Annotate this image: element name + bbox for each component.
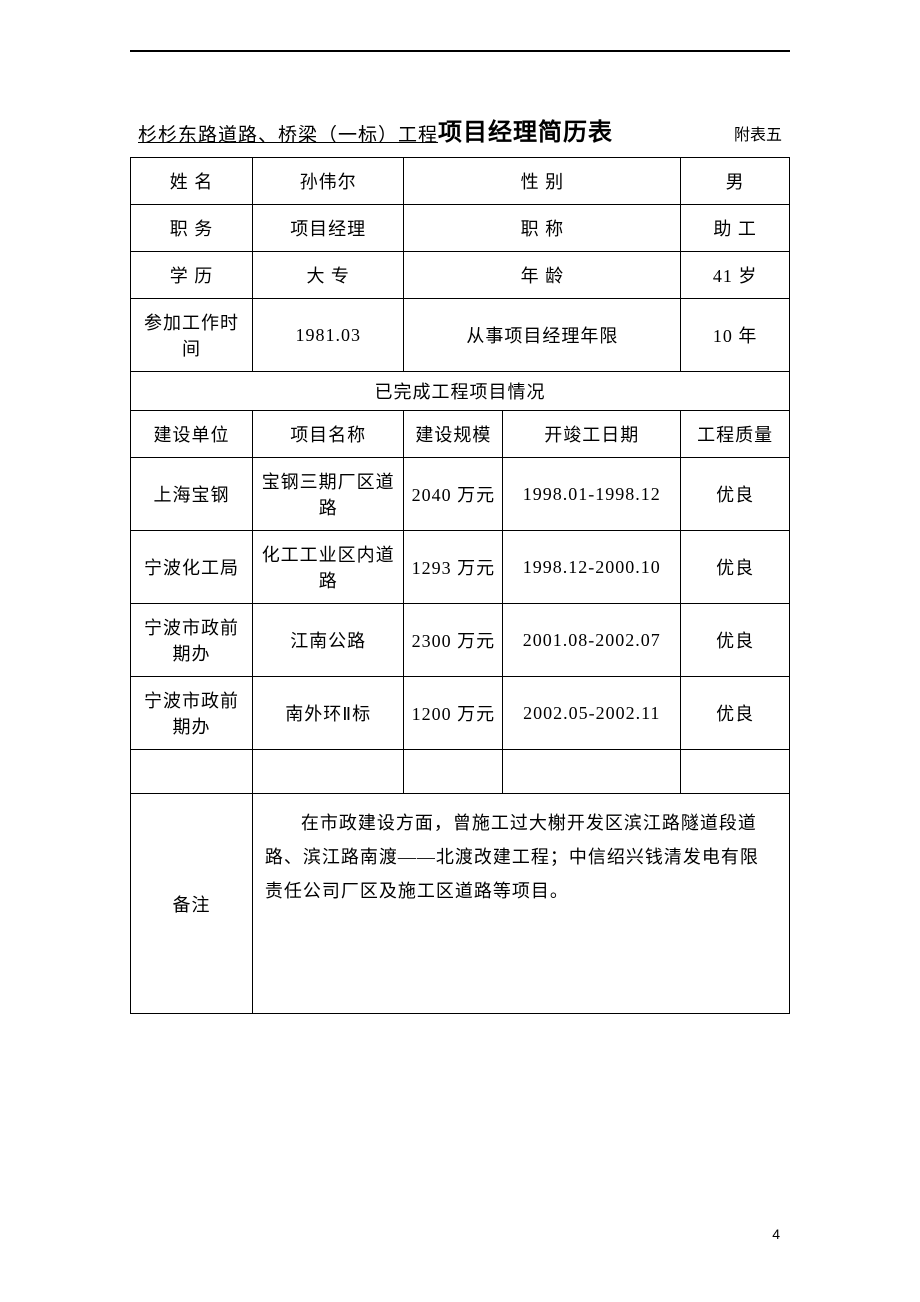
label-gender: 性 别 (404, 158, 681, 205)
empty-cell (503, 750, 681, 794)
label-notes: 备注 (131, 794, 253, 1014)
cell-scale: 1200 万元 (404, 677, 503, 750)
row-section-header: 已完成工程项目情况 (131, 372, 790, 411)
value-title: 助 工 (681, 205, 790, 252)
notes-row: 备注 在市政建设方面，曾施工过大榭开发区滨江路隧道段道路、滨江路南渡——北渡改建… (131, 794, 790, 1014)
empty-cell (681, 750, 790, 794)
title-row: 杉杉东路道路、桥梁（一标）工程 项目经理简历表 附表五 (130, 112, 790, 147)
col-scale: 建设规模 (404, 411, 503, 458)
row-education: 学 历 大 专 年 龄 41 岁 (131, 252, 790, 299)
resume-table: 姓 名 孙伟尔 性 别 男 职 务 项目经理 职 称 助 工 学 历 大 专 年… (130, 157, 790, 1014)
value-gender: 男 (681, 158, 790, 205)
value-workstart: 1981.03 (252, 299, 404, 372)
cell-owner: 上海宝钢 (131, 458, 253, 531)
col-quality: 工程质量 (681, 411, 790, 458)
cell-dates: 2001.08-2002.07 (503, 604, 681, 677)
cell-scale: 2300 万元 (404, 604, 503, 677)
cell-owner: 宁波化工局 (131, 531, 253, 604)
title-main: 项目经理简历表 (438, 112, 613, 147)
row-position: 职 务 项目经理 职 称 助 工 (131, 205, 790, 252)
notes-content: 在市政建设方面，曾施工过大榭开发区滨江路隧道段道路、滨江路南渡——北渡改建工程；… (252, 794, 789, 1014)
row-workstart: 参加工作时间 1981.03 从事项目经理年限 10 年 (131, 299, 790, 372)
cell-owner: 宁波市政前期办 (131, 677, 253, 750)
cell-owner: 宁波市政前期办 (131, 604, 253, 677)
cell-scale: 2040 万元 (404, 458, 503, 531)
cell-dates: 2002.05-2002.11 (503, 677, 681, 750)
col-project: 项目名称 (252, 411, 404, 458)
empty-row (131, 750, 790, 794)
label-pmyears: 从事项目经理年限 (404, 299, 681, 372)
row-name: 姓 名 孙伟尔 性 别 男 (131, 158, 790, 205)
label-position: 职 务 (131, 205, 253, 252)
title-prefix: 杉杉东路道路、桥梁（一标）工程 (138, 120, 438, 147)
cell-quality: 优良 (681, 531, 790, 604)
row-col-headers: 建设单位 项目名称 建设规模 开竣工日期 工程质量 (131, 411, 790, 458)
value-position: 项目经理 (252, 205, 404, 252)
col-owner: 建设单位 (131, 411, 253, 458)
empty-cell (131, 750, 253, 794)
cell-project: 江南公路 (252, 604, 404, 677)
empty-cell (404, 750, 503, 794)
value-age: 41 岁 (681, 252, 790, 299)
cell-scale: 1293 万元 (404, 531, 503, 604)
value-name: 孙伟尔 (252, 158, 404, 205)
page-number: 4 (772, 1226, 780, 1242)
label-title: 职 称 (404, 205, 681, 252)
project-row: 宁波市政前期办 江南公路 2300 万元 2001.08-2002.07 优良 (131, 604, 790, 677)
completed-section-header: 已完成工程项目情况 (131, 372, 790, 411)
value-education: 大 专 (252, 252, 404, 299)
value-pmyears: 10 年 (681, 299, 790, 372)
col-dates: 开竣工日期 (503, 411, 681, 458)
project-row: 宁波市政前期办 南外环Ⅱ标 1200 万元 2002.05-2002.11 优良 (131, 677, 790, 750)
label-education: 学 历 (131, 252, 253, 299)
empty-cell (252, 750, 404, 794)
cell-dates: 1998.01-1998.12 (503, 458, 681, 531)
project-row: 宁波化工局 化工工业区内道路 1293 万元 1998.12-2000.10 优… (131, 531, 790, 604)
project-row: 上海宝钢 宝钢三期厂区道路 2040 万元 1998.01-1998.12 优良 (131, 458, 790, 531)
appendix-label: 附表五 (734, 121, 782, 147)
label-age: 年 龄 (404, 252, 681, 299)
label-name: 姓 名 (131, 158, 253, 205)
cell-project: 南外环Ⅱ标 (252, 677, 404, 750)
cell-dates: 1998.12-2000.10 (503, 531, 681, 604)
cell-quality: 优良 (681, 458, 790, 531)
label-workstart: 参加工作时间 (131, 299, 253, 372)
cell-quality: 优良 (681, 677, 790, 750)
cell-project: 化工工业区内道路 (252, 531, 404, 604)
cell-project: 宝钢三期厂区道路 (252, 458, 404, 531)
cell-quality: 优良 (681, 604, 790, 677)
header-rule (130, 50, 790, 52)
